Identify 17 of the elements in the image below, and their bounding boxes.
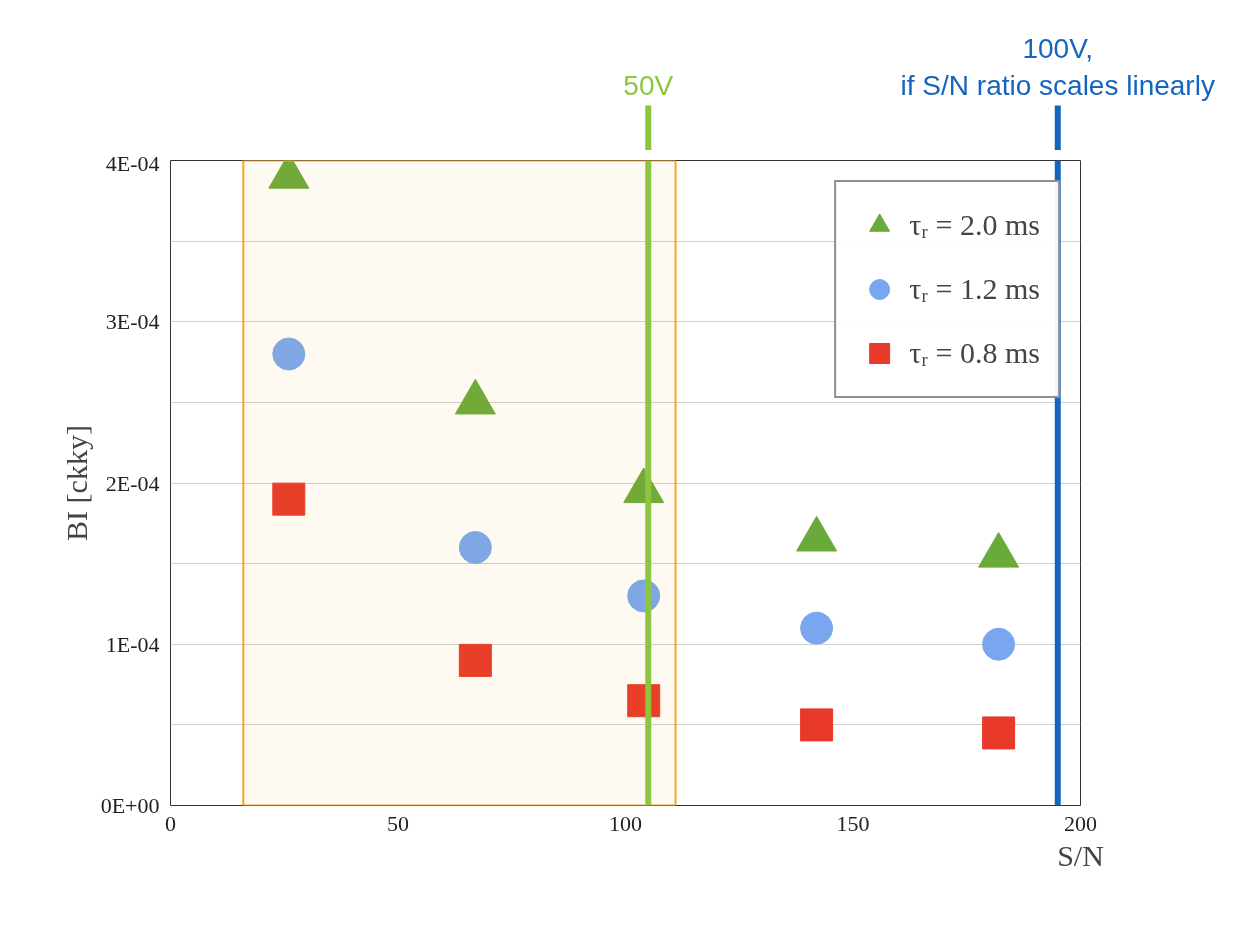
y-tick-label: 4E-04	[105, 150, 160, 176]
y-tick-label: 3E-04	[105, 309, 160, 335]
x-tick-label: 150	[836, 810, 870, 836]
x-tick-label: 0	[165, 810, 176, 836]
x-axis-title: S/N	[1057, 838, 1104, 872]
x-tick-label: 50	[387, 810, 409, 836]
y-tick-label: 2E-04	[105, 470, 160, 496]
legend-label: τᵣ = 0.8 ms	[909, 336, 1040, 370]
x-tick-label: 200	[1064, 810, 1097, 836]
y-tick-label: 0E+00	[100, 793, 160, 818]
x-tick-label: 100	[609, 810, 642, 836]
legend-label: τᵣ = 1.2 ms	[909, 272, 1040, 306]
legend-label: τᵣ = 2.0 ms	[909, 208, 1040, 242]
y-axis-title: BI [ckky]	[59, 425, 93, 541]
ref-line-label: 50V	[623, 70, 674, 101]
y-tick-label: 1E-04	[105, 631, 160, 657]
ref-line-label: 100V, if S/N ratio scales linearly	[900, 32, 1215, 101]
